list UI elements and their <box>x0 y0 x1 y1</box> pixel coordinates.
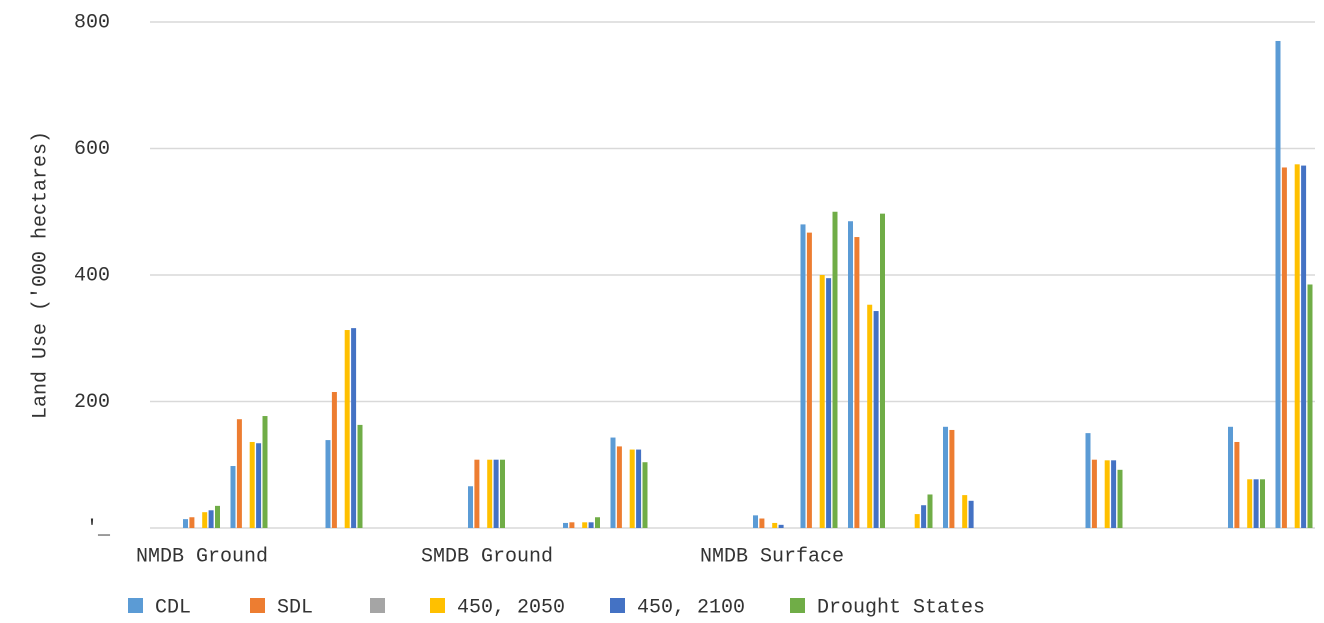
bar <box>325 440 331 528</box>
bar <box>183 519 188 528</box>
bar <box>215 505 220 528</box>
legend-swatch <box>250 598 265 613</box>
bar <box>949 429 955 528</box>
y-tick-label: '_ <box>86 517 111 540</box>
bar <box>1091 459 1097 528</box>
legend-swatch <box>430 598 445 613</box>
bar <box>563 522 568 528</box>
bar <box>236 419 242 528</box>
bar <box>962 495 968 528</box>
bar <box>806 232 812 528</box>
bar <box>1234 441 1240 528</box>
bar <box>1111 460 1117 528</box>
bar <box>468 486 473 528</box>
bar <box>610 437 616 528</box>
bar <box>1085 433 1091 528</box>
bar <box>826 278 832 528</box>
bar <box>921 505 927 528</box>
bar <box>1228 426 1233 528</box>
bar <box>772 522 778 528</box>
bar <box>943 426 948 528</box>
legend-label: SDL <box>277 596 313 619</box>
legend-label: 450, 2100 <box>637 596 745 619</box>
bar <box>493 459 499 528</box>
bar <box>753 515 758 528</box>
bar <box>487 459 493 528</box>
bar <box>832 211 838 528</box>
legend-label: Drought States <box>817 596 985 619</box>
bar <box>500 459 505 528</box>
bar <box>927 494 933 528</box>
bar <box>880 213 885 528</box>
bar <box>582 522 588 528</box>
y-tick-label: 800 <box>74 11 110 34</box>
y-axis-title: Land Use ('000 hectares) <box>29 131 52 419</box>
bar <box>249 441 255 528</box>
bar <box>230 466 236 528</box>
bar <box>331 392 337 528</box>
bar <box>1301 165 1307 528</box>
legend-label: 450, 2050 <box>457 596 565 619</box>
bar <box>1307 284 1313 528</box>
y-tick-label: 600 <box>74 138 110 161</box>
bar <box>819 275 825 528</box>
bar <box>1260 479 1265 528</box>
y-tick-label: 400 <box>74 264 110 287</box>
bar <box>1104 460 1110 528</box>
bar <box>867 304 873 528</box>
legend-label: CDL <box>155 596 191 619</box>
legend-swatch <box>610 598 625 613</box>
bar <box>629 449 635 528</box>
bar <box>344 330 350 528</box>
bar <box>189 517 195 528</box>
bar <box>1247 479 1253 528</box>
bar <box>800 224 806 528</box>
bar <box>968 500 974 528</box>
bar <box>848 221 853 529</box>
bar <box>474 459 480 528</box>
bar <box>595 517 600 528</box>
bar <box>1117 469 1123 528</box>
legend-swatch <box>370 598 385 613</box>
bar <box>569 522 575 528</box>
bar <box>202 512 208 528</box>
bar <box>914 514 920 528</box>
bar <box>208 510 214 528</box>
bar <box>636 449 642 528</box>
bar <box>1294 164 1300 528</box>
bar <box>1253 479 1259 528</box>
bar <box>642 462 648 528</box>
x-tick-label: SMDB Ground <box>421 545 553 568</box>
bar <box>262 416 268 528</box>
legend-swatch <box>790 598 805 613</box>
bar <box>357 424 363 528</box>
bar <box>588 522 594 528</box>
bar <box>1275 40 1281 528</box>
y-tick-label: 200 <box>74 391 110 414</box>
bar <box>256 443 262 528</box>
bar <box>351 328 357 528</box>
legend-swatch <box>128 598 143 613</box>
bar <box>873 311 879 528</box>
bar <box>778 524 784 528</box>
bar <box>1281 167 1287 528</box>
x-tick-label: NMDB Ground <box>136 545 268 568</box>
bar <box>854 237 860 529</box>
x-tick-label: NMDB Surface <box>700 545 844 568</box>
bar <box>759 518 765 528</box>
bar <box>616 446 622 528</box>
